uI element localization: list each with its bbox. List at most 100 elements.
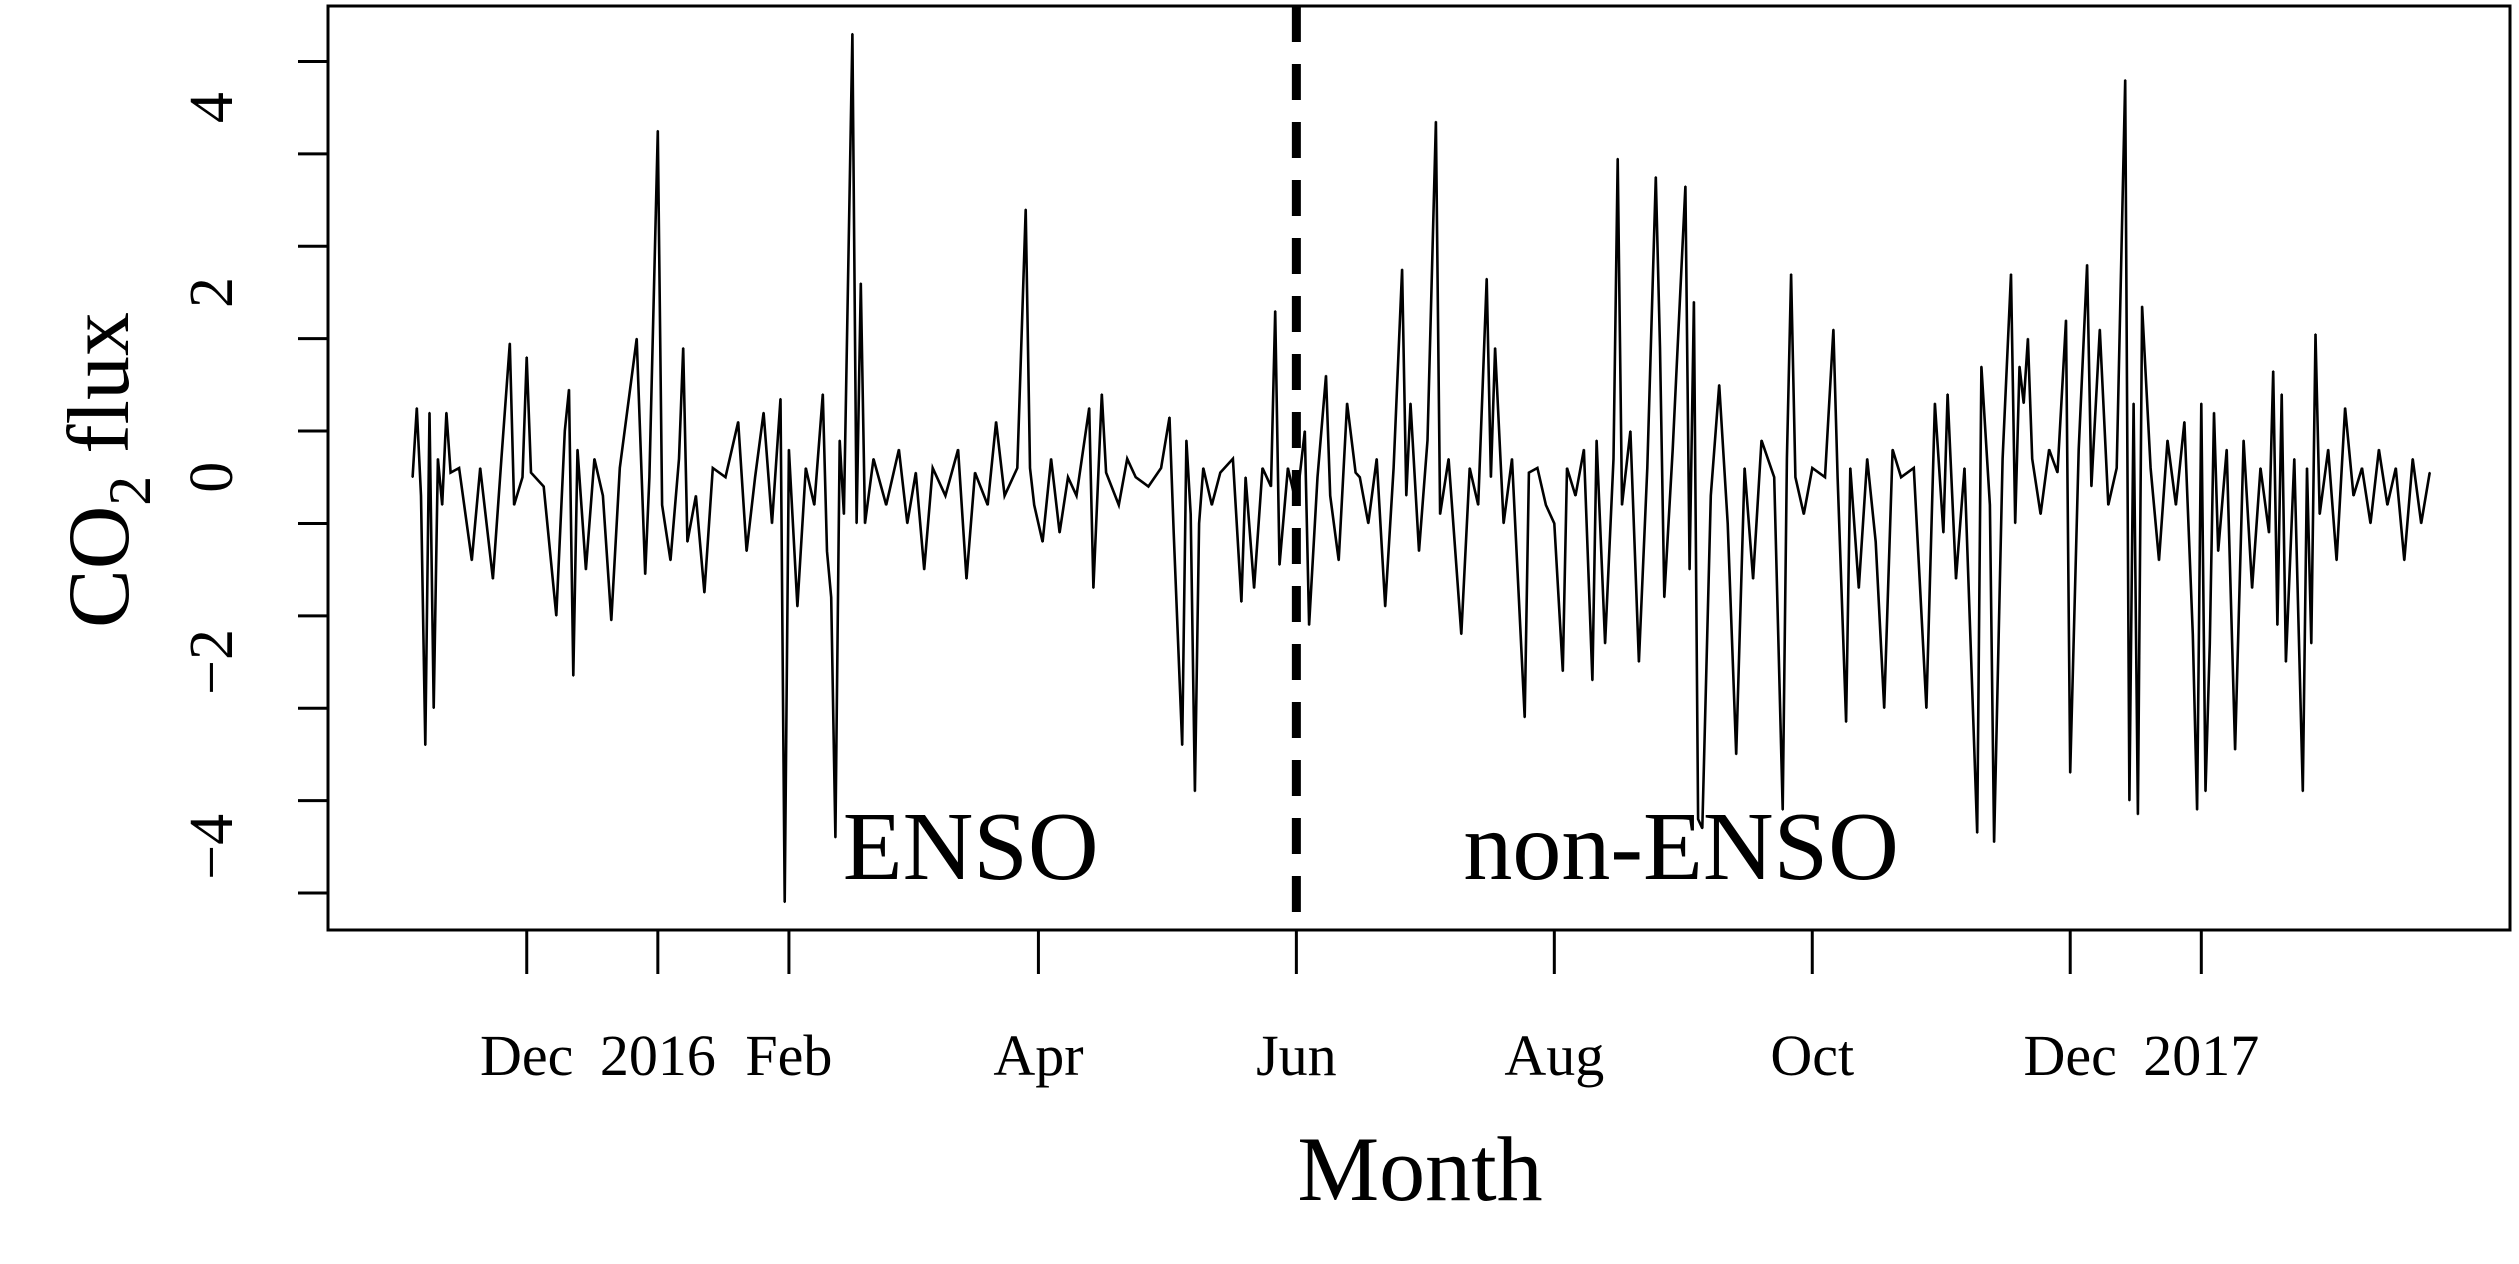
data-point <box>2137 814 2139 816</box>
data-point <box>1220 472 1222 474</box>
data-point <box>2124 79 2126 81</box>
data-point <box>746 550 748 552</box>
data-point <box>1850 467 1852 469</box>
x-tick-label: Feb <box>745 1023 832 1088</box>
data-point <box>2311 643 2313 645</box>
data-point <box>2281 393 2283 395</box>
data-point <box>1050 458 1052 460</box>
data-point <box>2243 440 2245 442</box>
data-point <box>1025 209 1027 211</box>
data-point <box>1439 513 1441 515</box>
x-tick-label: Apr <box>993 1023 1083 1088</box>
data-point <box>2412 458 2414 460</box>
x-tick-label: 2016 <box>600 1023 716 1088</box>
data-point <box>1592 680 1594 682</box>
data-point <box>805 467 807 469</box>
data-point <box>1761 440 1763 442</box>
data-point <box>1135 476 1137 478</box>
data-point <box>2184 421 2186 423</box>
data-point <box>1562 671 1564 673</box>
data-point <box>513 504 515 506</box>
data-point <box>1503 523 1505 525</box>
data-point <box>522 476 524 478</box>
data-point <box>1033 504 1035 506</box>
data-point <box>1477 504 1479 506</box>
data-point <box>2108 504 2110 506</box>
data-point <box>437 458 439 460</box>
data-point <box>2099 329 2101 331</box>
data-point <box>446 412 448 414</box>
data-point <box>2129 800 2131 802</box>
data-point <box>1029 467 1031 469</box>
data-point <box>1795 476 1797 478</box>
data-point <box>1638 661 1640 663</box>
data-point <box>1575 495 1577 497</box>
data-point <box>898 449 900 451</box>
data-point <box>1604 643 1606 645</box>
data-point <box>945 495 947 497</box>
data-point <box>923 569 925 571</box>
data-point <box>2019 366 2021 368</box>
data-point <box>2069 772 2071 774</box>
data-point <box>1279 564 1281 566</box>
data-point <box>1647 467 1649 469</box>
data-point <box>1735 754 1737 756</box>
data-point <box>687 541 689 543</box>
data-point <box>725 476 727 478</box>
data-point <box>1160 467 1162 469</box>
data-point <box>2404 560 2406 562</box>
data-point <box>1232 458 1234 460</box>
data-point <box>704 592 706 594</box>
data-point <box>1845 721 1847 723</box>
y-axis-title-suffix: flux <box>51 312 148 476</box>
data-point <box>1545 504 1547 506</box>
data-point <box>1304 430 1306 432</box>
data-point <box>822 393 824 395</box>
y-axis-title-subscript: 2 <box>97 476 163 506</box>
data-point <box>885 504 887 506</box>
data-point <box>1410 403 1412 405</box>
data-point <box>1875 541 1877 543</box>
data-point <box>966 578 968 580</box>
data-point <box>644 574 646 576</box>
data-point <box>577 449 579 451</box>
data-point <box>957 449 959 451</box>
data-point <box>1812 467 1814 469</box>
data-point <box>2344 407 2346 409</box>
data-point <box>1105 472 1107 474</box>
data-point <box>2010 273 2012 275</box>
data-point <box>1059 532 1061 534</box>
data-point <box>2158 560 2160 562</box>
data-point <box>1613 458 1615 460</box>
data-point <box>1393 467 1395 469</box>
data-point <box>1621 504 1623 506</box>
data-point <box>1173 532 1175 534</box>
data-point <box>915 472 917 474</box>
data-point <box>2201 403 2203 405</box>
data-point <box>649 476 651 478</box>
data-point <box>1511 458 1513 460</box>
data-point <box>573 675 575 677</box>
data-point <box>1672 449 1674 451</box>
data-point <box>2086 264 2088 266</box>
data-point <box>1186 440 1188 442</box>
data-point <box>1435 121 1437 123</box>
data-point <box>1744 467 1746 469</box>
data-point <box>501 458 503 460</box>
data-point <box>1718 384 1720 386</box>
data-point <box>2116 467 2118 469</box>
data-point <box>1211 504 1213 506</box>
data-point <box>2031 458 2033 460</box>
data-point <box>416 407 418 409</box>
data-point <box>771 523 773 525</box>
data-point <box>1693 301 1695 303</box>
data-point <box>1194 791 1196 793</box>
data-point <box>873 458 875 460</box>
data-point <box>1803 513 1805 515</box>
y-axis: −4 −2 0 2 4 <box>178 6 328 893</box>
data-point <box>1241 601 1243 603</box>
data-point <box>1042 541 1044 543</box>
data-point <box>1866 458 1868 460</box>
data-point <box>530 472 532 474</box>
